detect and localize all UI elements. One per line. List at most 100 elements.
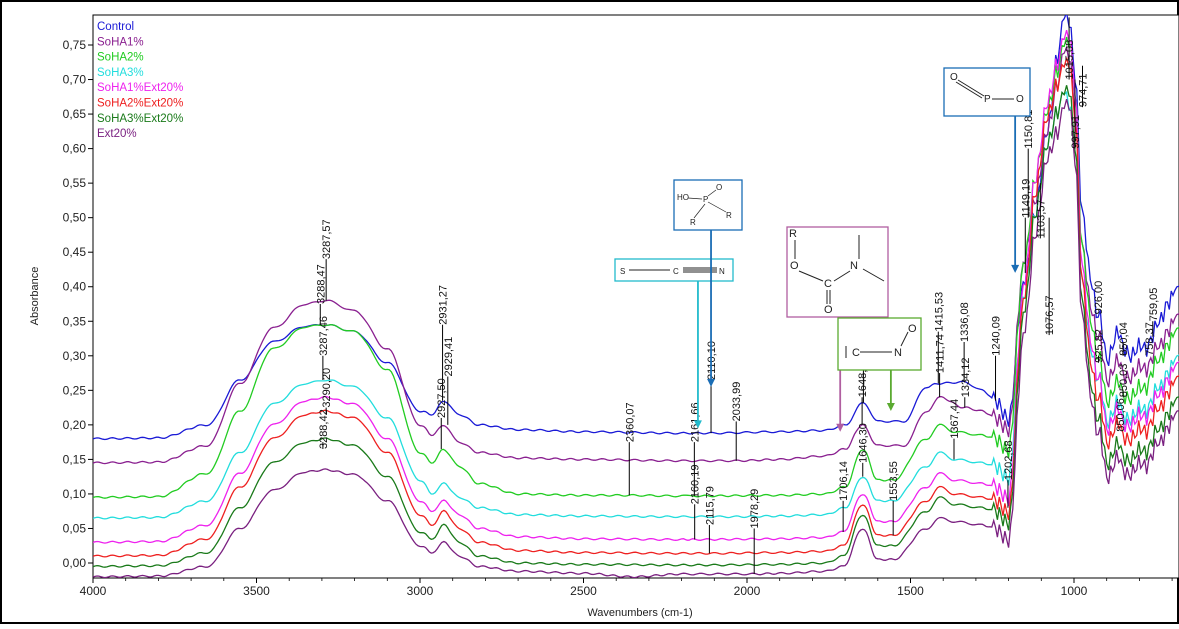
peak-label: 759,05	[1148, 288, 1160, 322]
peak-label: 1103,57	[1035, 199, 1047, 238]
x-tick-label: 3500	[243, 584, 270, 598]
peak-label: 3288,47	[315, 264, 327, 304]
peak-label: 1706,14	[838, 461, 850, 501]
structure-atom: N	[850, 260, 858, 272]
legend-entry: SoHA1%	[97, 36, 144, 48]
x-tick-label: 1500	[897, 584, 924, 598]
y-tick-label: 0,40	[63, 280, 87, 294]
x-axis-title: Wavenumbers (cm-1)	[587, 607, 692, 619]
peak-label: 2110,10	[706, 341, 718, 380]
spectrum-lines	[93, 15, 1179, 578]
peak-label: 850,04	[1118, 322, 1130, 356]
peak-label: 1149,19	[1020, 179, 1032, 218]
y-tick-label: 0,00	[63, 556, 87, 570]
structure-atom: R	[789, 228, 797, 240]
spectrum-line	[93, 29, 1179, 544]
legend-entry: SoHA2%	[97, 52, 144, 64]
peak-label: 2115,79	[704, 486, 716, 525]
y-tick-label: 0,50	[63, 211, 87, 225]
y-tick-label: 0,65	[63, 107, 87, 121]
structure-box	[786, 226, 889, 318]
legend-entry: Control	[97, 21, 134, 33]
x-tick-label: 2000	[734, 584, 761, 598]
structure-atom: O	[908, 323, 917, 335]
carbamate-structure: R O C O N	[786, 226, 889, 432]
peak-label: 758,37	[1144, 322, 1156, 356]
peak-label: 2033,99	[731, 382, 743, 422]
spectrum-line	[93, 57, 1179, 558]
y-tick-label: 0,25	[63, 383, 87, 397]
y-tick-label: 0,55	[63, 176, 87, 190]
peak-label: 926,00	[1093, 281, 1105, 315]
y-tick-label: 0,20	[63, 418, 87, 432]
structure-atom: C	[824, 278, 832, 290]
arrow-head	[707, 378, 716, 387]
y-axis-title: Absorbance	[29, 267, 41, 326]
y-tick-label: 0,60	[63, 142, 87, 156]
peak-label: 925,82	[1094, 329, 1106, 363]
tick-marks	[88, 44, 1173, 583]
y-tick-label: 0,10	[63, 487, 87, 501]
structure-box	[943, 67, 1031, 117]
legend-entry: SoHA3%Ext20%	[97, 113, 183, 125]
peak-label: 3290,20	[321, 368, 333, 408]
structure-atom: N	[719, 267, 725, 276]
x-tick-label: 1000	[1061, 584, 1088, 598]
peak-label: 3287,46	[318, 316, 330, 356]
arrow-head	[886, 403, 895, 412]
legend-entry: SoHA2%Ext20%	[97, 98, 183, 110]
phosphine-oxide-structure: O P O	[943, 67, 1031, 273]
structure-box	[837, 317, 922, 371]
structure-atom: S	[620, 267, 625, 276]
peak-label: 1240,09	[991, 316, 1003, 356]
structure-atom: O	[950, 72, 958, 83]
peak-label: 1150,81	[1023, 110, 1035, 149]
peak-label: 1334,12	[960, 357, 972, 397]
peak-label: 1646,30	[858, 423, 870, 463]
structure-box	[673, 179, 743, 231]
structure-atom: C	[852, 347, 860, 359]
structure-atom: C	[673, 267, 679, 276]
y-tick-label: 0,30	[63, 349, 87, 363]
peak-label: 1415,53	[933, 292, 945, 332]
spectrum-line	[93, 44, 1179, 465]
peak-label: 1367,44	[949, 399, 961, 439]
peak-label: 1015,08	[1064, 40, 1076, 80]
structure-atom: R	[726, 211, 732, 220]
structure-atom: P	[703, 195, 708, 204]
y-tick-label: 0,70	[63, 73, 87, 87]
peak-label: 3287,57	[321, 219, 333, 259]
structure-atom: O	[790, 260, 799, 272]
peak-label: 3288,42	[318, 409, 330, 449]
peak-label: 850,06	[1115, 398, 1127, 432]
peak-label: 1978,29	[749, 489, 761, 529]
structure-atom: HO	[677, 193, 689, 202]
arrow-head	[1011, 264, 1020, 273]
x-tick-label: 2500	[570, 584, 597, 598]
peak-label: 1553,55	[888, 461, 900, 501]
peak-label: 2927,50	[436, 378, 448, 418]
spectrum-line	[93, 36, 1179, 499]
peak-label: 2360,07	[624, 402, 636, 442]
peak-label: 1336,08	[959, 302, 971, 342]
y-tick-label: 0,35	[63, 314, 87, 328]
structure-atom: N	[894, 347, 902, 359]
peak-label: 997,91	[1070, 115, 1082, 149]
x-tick-label: 4000	[80, 584, 107, 598]
phosphonate-structure: HO PO R R	[673, 179, 743, 387]
structure-atom: R	[690, 218, 696, 227]
spectrum-line	[93, 98, 1179, 578]
peak-label: 974,71	[1078, 74, 1090, 108]
axis-labels: 0,00 0,05 0,10 0,15 0,20 0,25 0,30 0,35 0,40 0,45…	[63, 38, 1088, 598]
legend: Control SoHA1% SoHA2% SoHA3% SoHA1%Ext20% SoH…	[97, 21, 183, 140]
x-tick-label: 3000	[407, 584, 434, 598]
peak-label: 1202,68	[1003, 440, 1015, 480]
y-tick-label: 0,15	[63, 452, 87, 466]
peak-label: 2931,27	[438, 285, 450, 325]
spectrum-line	[93, 85, 1179, 568]
